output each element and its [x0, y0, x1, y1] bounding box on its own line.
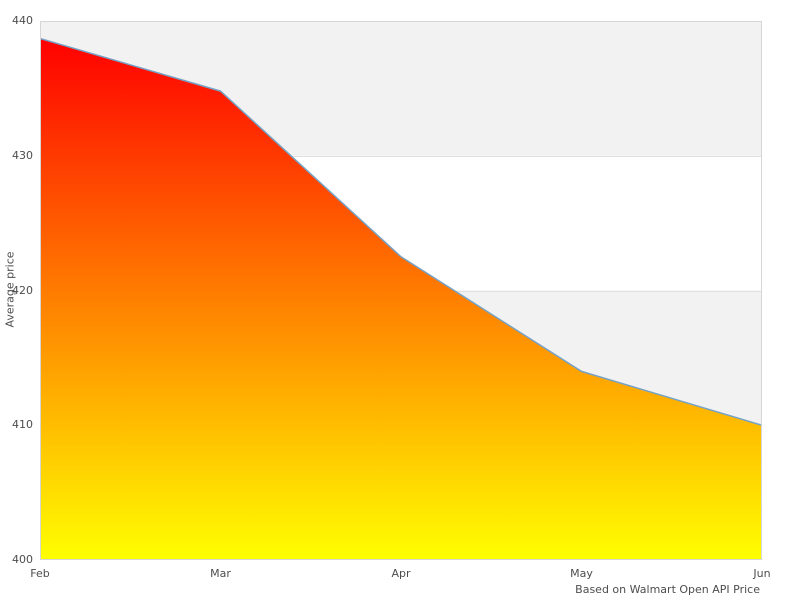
y-tick-label: 420: [12, 283, 33, 297]
area-fill: [40, 38, 762, 560]
area-chart-canvas: [40, 21, 762, 560]
chart-caption: Based on Walmart Open API Price: [575, 583, 760, 596]
x-tick-label: May: [570, 567, 593, 580]
price-line: [40, 37, 762, 427]
y-tick-label: 440: [12, 14, 33, 27]
x-tick-label: Feb: [30, 567, 50, 580]
x-tick-label: Jun: [753, 567, 771, 580]
y-tick-label: 410: [12, 418, 33, 432]
plot-area: [40, 21, 762, 560]
plot-border: [40, 21, 762, 560]
x-tick-label: Apr: [391, 567, 411, 580]
y-tick-label: 400: [12, 553, 33, 566]
y-tick-label: 430: [12, 148, 33, 162]
x-tick-label: Mar: [210, 567, 231, 580]
